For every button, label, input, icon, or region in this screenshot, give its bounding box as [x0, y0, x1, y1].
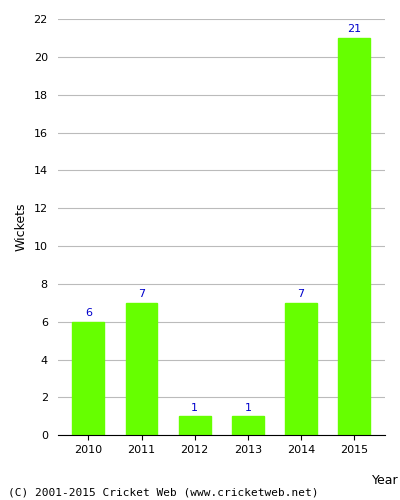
Bar — [285, 303, 317, 436]
Text: 7: 7 — [298, 289, 304, 299]
Text: 7: 7 — [138, 289, 145, 299]
Text: (C) 2001-2015 Cricket Web (www.cricketweb.net): (C) 2001-2015 Cricket Web (www.cricketwe… — [8, 488, 318, 498]
Text: 21: 21 — [347, 24, 361, 34]
Text: 1: 1 — [244, 402, 251, 412]
Y-axis label: Wickets: Wickets — [15, 203, 28, 252]
Bar — [338, 38, 370, 436]
Bar — [232, 416, 264, 436]
Text: 6: 6 — [85, 308, 92, 318]
Bar — [126, 303, 158, 436]
Text: 1: 1 — [191, 402, 198, 412]
Text: Year: Year — [372, 474, 398, 487]
Bar — [72, 322, 104, 436]
Bar — [179, 416, 211, 436]
